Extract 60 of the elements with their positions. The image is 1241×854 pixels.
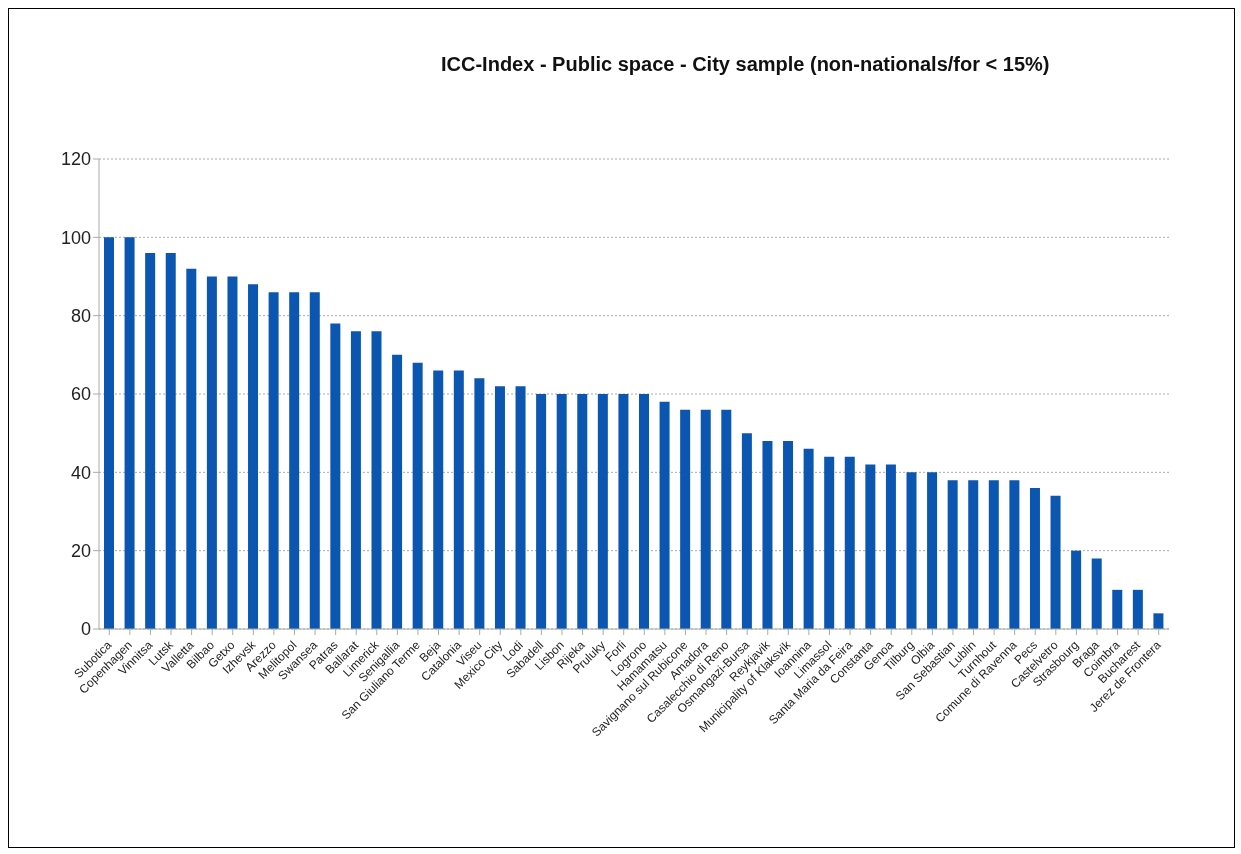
bar bbox=[906, 472, 917, 629]
bar bbox=[289, 292, 300, 629]
bar bbox=[659, 401, 670, 629]
bar bbox=[597, 394, 608, 629]
bar bbox=[392, 354, 403, 629]
bar bbox=[494, 386, 505, 629]
bar bbox=[1091, 558, 1102, 629]
bar bbox=[783, 441, 794, 629]
bar bbox=[206, 276, 217, 629]
bar bbox=[577, 394, 588, 629]
y-tick-label: 100 bbox=[60, 227, 91, 248]
bar bbox=[453, 370, 464, 629]
y-tick-label: 60 bbox=[70, 384, 91, 405]
bar bbox=[433, 370, 444, 629]
bar bbox=[104, 237, 114, 629]
bar bbox=[350, 331, 361, 629]
bar bbox=[145, 253, 156, 629]
bar bbox=[248, 284, 259, 629]
bar bbox=[1071, 550, 1082, 629]
chart-title: ICC-Index - Public space - City sample (non-nationals/for < 15%) bbox=[441, 52, 1051, 77]
bar bbox=[741, 433, 752, 629]
y-tick-label: 80 bbox=[70, 306, 91, 327]
bar bbox=[1112, 589, 1123, 629]
bar bbox=[1153, 613, 1164, 629]
bar bbox=[165, 253, 176, 629]
bar bbox=[988, 480, 999, 629]
bar bbox=[1009, 480, 1020, 629]
bar bbox=[721, 409, 732, 629]
bar bbox=[268, 292, 279, 629]
bar bbox=[556, 394, 567, 629]
bar bbox=[412, 362, 423, 629]
bar bbox=[536, 394, 547, 629]
bar bbox=[1132, 589, 1143, 629]
bar bbox=[680, 409, 691, 629]
bar bbox=[1029, 488, 1040, 629]
bar bbox=[762, 441, 773, 629]
bar bbox=[947, 480, 958, 629]
bar bbox=[865, 464, 876, 629]
y-tick-label: 0 bbox=[80, 619, 91, 640]
bar bbox=[968, 480, 979, 629]
y-tick-label: 40 bbox=[70, 462, 91, 483]
bar bbox=[885, 464, 896, 629]
bar bbox=[618, 394, 629, 629]
bar bbox=[186, 268, 197, 629]
bar bbox=[309, 292, 320, 629]
bar bbox=[227, 276, 238, 629]
bar bbox=[330, 323, 341, 629]
bar bbox=[371, 331, 382, 629]
bar bbox=[803, 448, 814, 629]
y-tick-label: 20 bbox=[70, 541, 91, 562]
bar bbox=[639, 394, 649, 629]
bar bbox=[515, 386, 526, 629]
bar bbox=[824, 456, 835, 629]
bar bbox=[1050, 495, 1061, 629]
bar bbox=[124, 237, 135, 629]
bar bbox=[700, 409, 711, 629]
y-tick-label: 120 bbox=[60, 149, 91, 170]
bar bbox=[844, 456, 855, 629]
bar bbox=[927, 472, 938, 629]
bar bbox=[474, 378, 485, 629]
